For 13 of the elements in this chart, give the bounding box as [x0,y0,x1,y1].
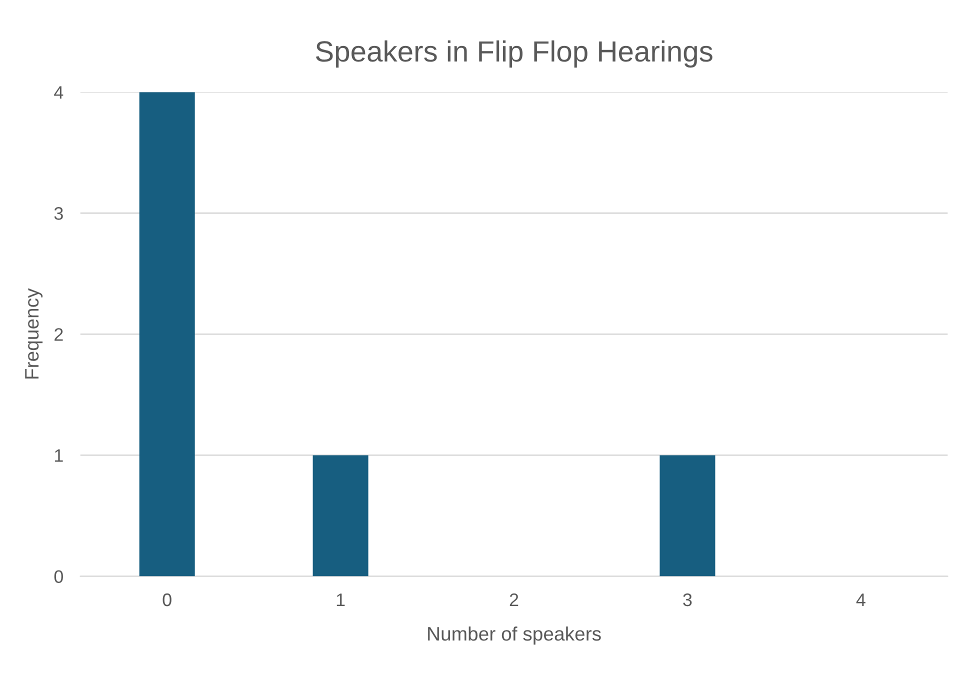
x-tick-label: 3 [683,593,692,606]
y-tick-label: 0 [54,570,63,584]
x-tick-label: 0 [162,593,172,606]
chart-title: Speakers in Flip Flop Hearings [316,40,712,68]
y-axis-title: Frequency [25,288,43,379]
y-tick-label: 1 [55,449,63,462]
y-tick-label: 2 [54,328,63,341]
x-tick-label: 2 [510,593,518,606]
y-tick-label: 4 [54,86,64,99]
x-tick-label: 4 [856,594,866,606]
x-axis-title: Number of speakers [428,626,601,645]
x-tick-label: 1 [336,594,345,606]
y-tick-label: 3 [54,207,63,220]
